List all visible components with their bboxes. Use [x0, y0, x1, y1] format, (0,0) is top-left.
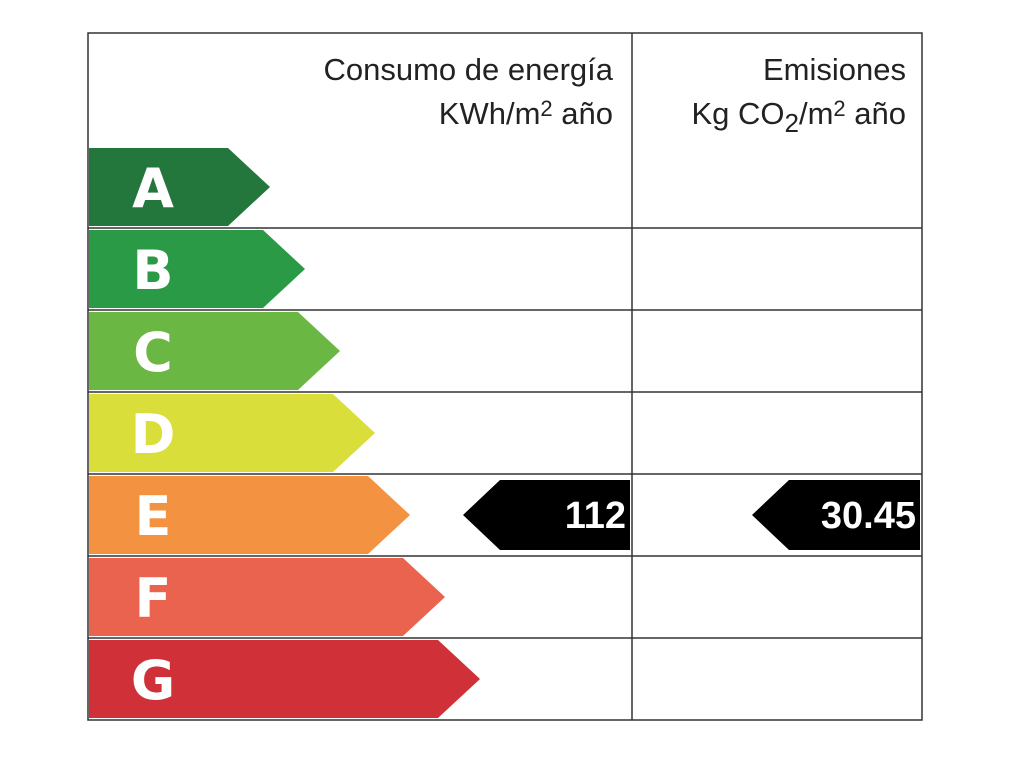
rating-letter: F — [135, 567, 172, 630]
rating-arrow — [89, 148, 270, 226]
unit-part: KWh/m — [439, 96, 541, 131]
unit-part: /m — [799, 96, 833, 131]
rating-arrow — [89, 312, 340, 390]
rating-arrow — [89, 476, 410, 554]
rating-arrow — [89, 558, 445, 636]
unit-sup: 2 — [833, 96, 845, 121]
unit-sup: 2 — [540, 96, 552, 121]
rating-letter: A — [132, 157, 174, 220]
rating-arrow — [89, 230, 305, 308]
rating-arrow — [89, 394, 375, 472]
unit-part: año — [553, 96, 613, 131]
table-border — [87, 32, 923, 721]
energy-unit: KWh/m2 año — [439, 96, 613, 131]
emissions-title: Emisiones — [763, 52, 906, 87]
energy-title: Consumo de energía — [323, 52, 613, 87]
rating-letter: D — [131, 403, 176, 466]
indicator-value: 112 — [565, 495, 626, 537]
rating-letter: E — [135, 485, 172, 548]
indicator-arrow — [463, 480, 630, 550]
unit-part: año — [846, 96, 906, 131]
rating-arrow — [89, 640, 480, 718]
emissions-unit: Kg CO2/m2 año — [691, 96, 906, 138]
rating-letter: B — [132, 239, 173, 302]
unit-sub: 2 — [785, 108, 799, 138]
indicator-arrow — [752, 480, 920, 550]
rating-letter: G — [131, 649, 175, 712]
indicator-value: 30.45 — [821, 495, 916, 537]
unit-part: Kg CO — [691, 96, 784, 131]
rating-letter: C — [133, 321, 173, 384]
